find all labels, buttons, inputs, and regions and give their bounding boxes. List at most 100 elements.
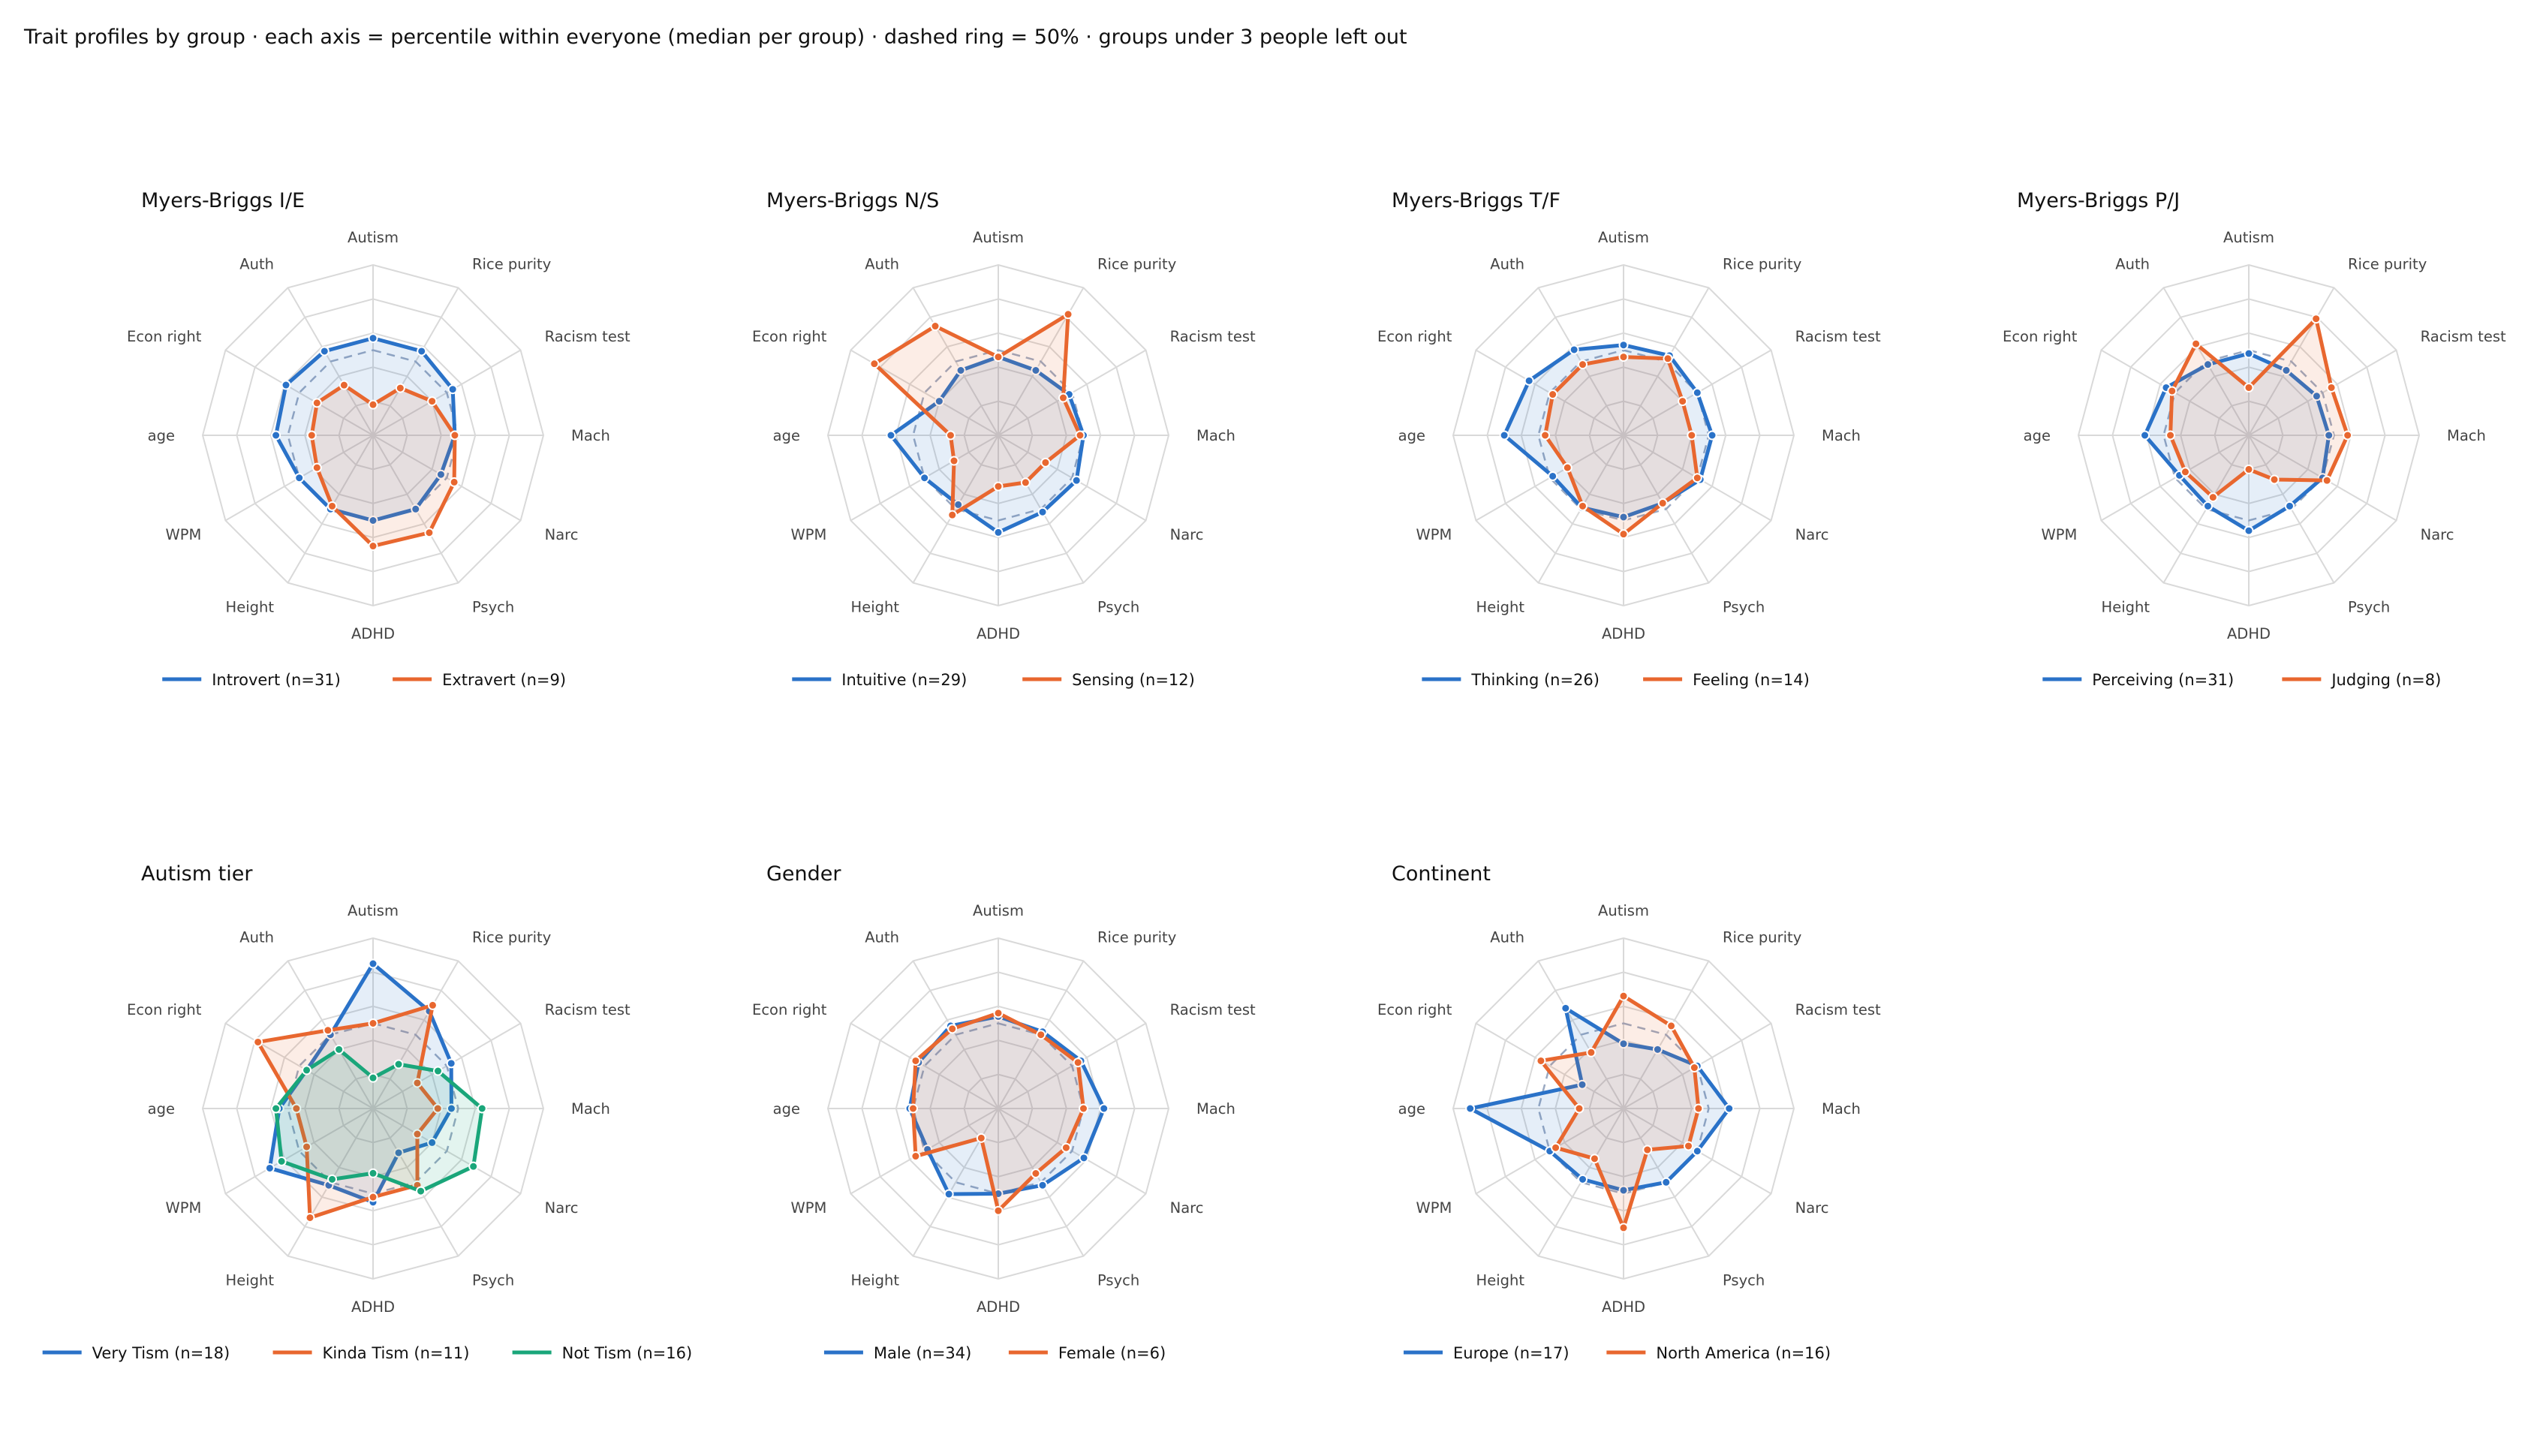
data-point [393, 1059, 404, 1069]
axis-label: Mach [571, 427, 610, 444]
data-point [339, 380, 349, 390]
axis-label: Height [2102, 599, 2150, 616]
data-point [2326, 382, 2337, 393]
panel-title: Myers-Briggs T/F [1392, 189, 1560, 212]
data-point [2324, 430, 2334, 441]
series-2 [869, 309, 1085, 520]
data-point [1061, 1142, 1071, 1153]
axis-label: Psych [1097, 599, 1139, 616]
legend-label: Very Tism (n=18) [92, 1344, 230, 1362]
legend-item[interactable]: Intuitive (n=29) [792, 671, 967, 689]
data-point [1562, 462, 1572, 473]
data-point [2165, 430, 2176, 441]
axis-label: ADHD [977, 1298, 1020, 1316]
axis-label: ADHD [351, 625, 395, 642]
legend-item[interactable]: Male (n=34) [823, 1344, 971, 1362]
data-point [1540, 430, 1551, 441]
legend-item[interactable]: North America (n=16) [1606, 1344, 1831, 1362]
legend-item[interactable]: Extravert (n=9) [393, 671, 566, 689]
data-point [947, 1024, 958, 1034]
series-area [269, 964, 452, 1202]
data-point [1642, 1145, 1653, 1155]
axis-label: Autism [973, 902, 1024, 919]
axis-label: Auth [865, 255, 899, 272]
data-point [1618, 512, 1629, 522]
legend-item[interactable]: Kinda Tism (n=11) [272, 1344, 470, 1362]
axis-label: Racism test [545, 328, 630, 345]
data-point [368, 1072, 378, 1083]
legend-item[interactable]: Feeling (n=14) [1643, 671, 1810, 689]
grid-spoke [2100, 435, 2250, 522]
axis-label: Auth [239, 255, 274, 272]
data-point [1031, 366, 1041, 375]
legend-item[interactable]: Judging (n=8) [2282, 671, 2441, 689]
data-point [947, 510, 958, 520]
data-point [368, 1192, 378, 1202]
axis-label: Psych [1723, 599, 1765, 616]
data-point [1666, 1021, 1677, 1031]
radar-grid [2077, 263, 2421, 607]
grid-spoke [912, 435, 999, 584]
axis-label: Narc [1795, 1199, 1829, 1217]
radar-panel-5: Autism tier Autism Rice purity Racism test M… [42, 862, 693, 1362]
series-area [1545, 356, 1698, 534]
axis-label: Racism test [1170, 1001, 1256, 1018]
legend-item[interactable]: Europe (n=17) [1404, 1344, 1569, 1362]
series-2 [253, 1000, 443, 1223]
grid-spoke [224, 349, 374, 436]
data-point [1071, 475, 1082, 486]
data-point [291, 1103, 302, 1114]
series-2 [1536, 991, 1704, 1233]
axis-label: Psych [2348, 599, 2390, 616]
axis-label: WPM [1416, 526, 1452, 543]
legend-label: Europe (n=17) [1453, 1344, 1569, 1362]
data-point [2281, 366, 2292, 375]
data-point [930, 321, 940, 332]
axis-label: Height [851, 1272, 900, 1289]
legend-label: Female (n=6) [1058, 1344, 1166, 1362]
data-point [1689, 1063, 1699, 1073]
radar-grid [1452, 937, 1795, 1280]
axis-label: ADHD [977, 625, 1020, 642]
radar-panel-7: Continent Autism Rice purity Racism test Mac… [1377, 862, 1881, 1362]
grid-spoke [850, 1022, 999, 1109]
data-point [1687, 430, 1697, 441]
radar-panel-4: Myers-Briggs P/J Autism Rice purity Racism … [2003, 189, 2506, 689]
legend-item[interactable]: Female (n=6) [1008, 1344, 1166, 1362]
data-point [411, 504, 421, 514]
axis-label: Narc [2421, 526, 2454, 543]
legend: Perceiving (n=31) Judging (n=8) [2042, 671, 2441, 689]
data-point [368, 1018, 378, 1028]
series-2 [1540, 352, 1702, 540]
legend-item[interactable]: Thinking (n=26) [1422, 671, 1600, 689]
data-point [276, 1156, 287, 1166]
data-point [1707, 430, 1717, 441]
data-point [450, 430, 460, 441]
data-point [910, 1151, 921, 1162]
axis-label: Mach [2447, 427, 2486, 444]
legend-item[interactable]: Introvert (n=31) [162, 671, 341, 689]
data-point [1031, 1169, 1041, 1178]
data-point [477, 1103, 487, 1114]
radar-panel-2: Myers-Briggs N/S Autism Rice purity Racism … [752, 189, 1256, 689]
axis-label: Racism test [545, 1001, 630, 1018]
data-point [2244, 464, 2254, 474]
legend-item[interactable]: Not Tism (n=16) [512, 1344, 693, 1362]
legend-label: Feeling (n=14) [1693, 671, 1810, 689]
data-point [1574, 1103, 1585, 1114]
legend-item[interactable]: Very Tism (n=18) [42, 1344, 230, 1362]
data-point [1465, 1103, 1476, 1114]
data-point [294, 473, 305, 483]
axis-label: ADHD [2227, 625, 2271, 642]
legend-item[interactable]: Perceiving (n=31) [2042, 671, 2234, 689]
data-point [910, 1055, 921, 1066]
data-point [412, 1078, 423, 1088]
data-point [306, 430, 317, 441]
axis-label: ADHD [351, 1298, 395, 1316]
data-point [368, 399, 378, 410]
data-point [1618, 1185, 1629, 1196]
axis-label: Autism [348, 229, 399, 246]
data-point [368, 541, 378, 552]
legend-item[interactable]: Sensing (n=12) [1022, 671, 1195, 689]
data-point [993, 481, 1004, 492]
